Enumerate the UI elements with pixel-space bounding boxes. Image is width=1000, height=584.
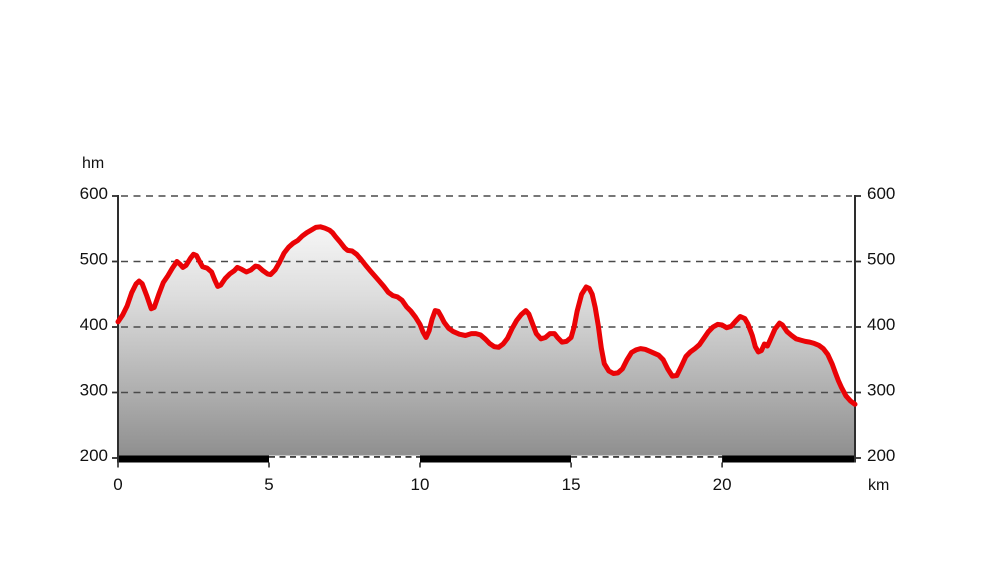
y-axis-label-left-400: 400 <box>80 315 108 334</box>
distance-bar-segment-black <box>420 455 571 463</box>
y-axis-label-left-600: 600 <box>80 184 108 203</box>
y-axis-label-right-300: 300 <box>867 381 895 400</box>
x-axis-unit-label: km <box>868 477 889 494</box>
y-axis-label-left-500: 500 <box>80 250 108 269</box>
y-axis-label-left-300: 300 <box>80 381 108 400</box>
y-axis-label-right-500: 500 <box>867 250 895 269</box>
distance-bar-segment-white <box>571 455 723 463</box>
y-axis-label-right-200: 200 <box>867 446 895 465</box>
distance-bar-segment-black <box>118 455 269 463</box>
x-axis-label-10: 10 <box>411 475 430 494</box>
y-axis-unit-label: hm <box>82 155 104 172</box>
distance-bar-segment-white <box>269 455 420 463</box>
y-axis-label-right-400: 400 <box>867 315 895 334</box>
elevation-line <box>115 224 858 407</box>
x-axis-label-5: 5 <box>264 475 273 494</box>
x-axis-label-15: 15 <box>562 475 581 494</box>
distance-bar-segment-black <box>722 455 855 463</box>
x-axis-label-0: 0 <box>113 475 122 494</box>
y-axis-label-left-200: 200 <box>80 446 108 465</box>
y-axis-label-right-600: 600 <box>867 184 895 203</box>
x-axis-label-20: 20 <box>713 475 732 494</box>
